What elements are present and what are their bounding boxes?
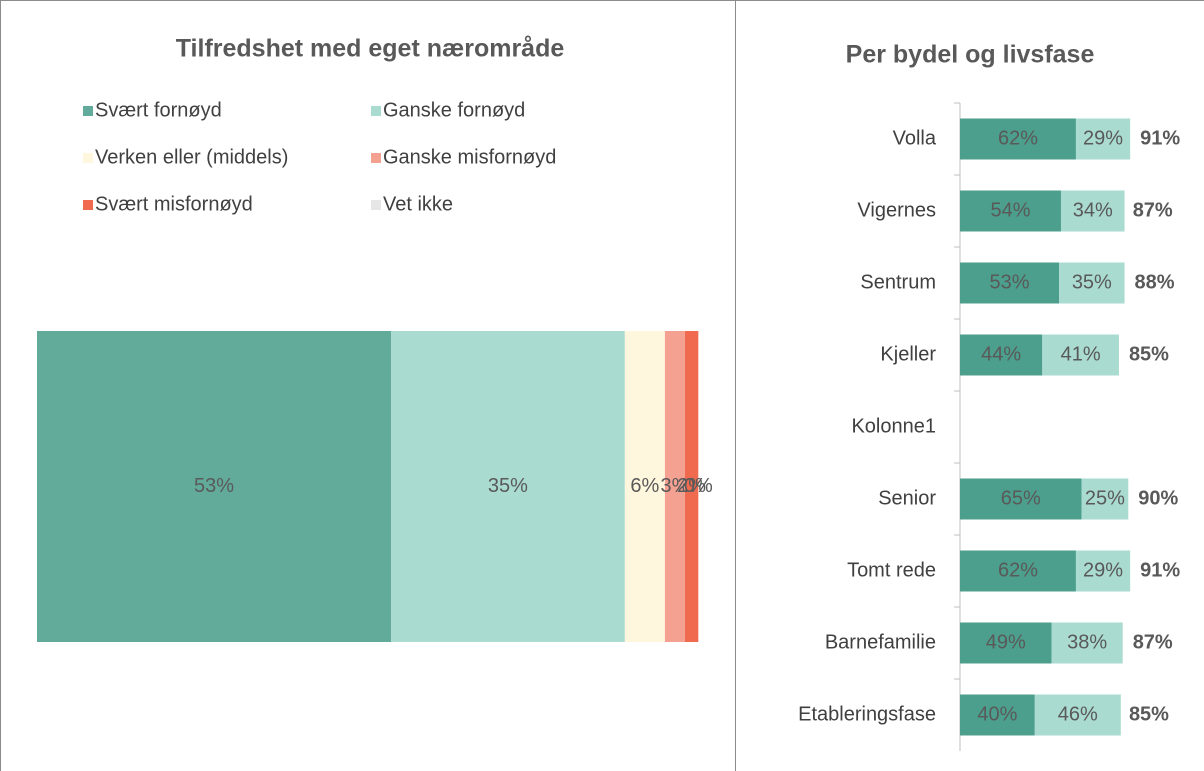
legend-swatch — [83, 153, 93, 163]
bar-segment — [1075, 118, 1131, 160]
chart-title: Per bydel og livsfase — [846, 41, 1095, 69]
bar-segment — [37, 331, 392, 642]
bar-segment — [960, 550, 1076, 592]
legend-swatch — [371, 153, 381, 163]
bar-segment — [960, 622, 1052, 664]
category-label: Kjeller — [880, 343, 936, 365]
data-label: 6% — [630, 475, 659, 497]
data-label: 34% — [1073, 199, 1113, 221]
total-label: 87% — [1133, 199, 1173, 221]
bar-segment — [664, 331, 685, 642]
panel-right — [735, 0, 1204, 771]
data-label: 29% — [1083, 127, 1123, 149]
legend-swatch — [83, 200, 93, 210]
bar-segment — [1060, 190, 1125, 232]
bar-segment — [684, 331, 699, 642]
bar-segment — [960, 334, 1043, 376]
category-label: Barnefamilie — [825, 631, 936, 653]
data-label: 41% — [1061, 343, 1101, 365]
data-label: 2% — [677, 475, 706, 497]
total-label: 91% — [1140, 127, 1180, 149]
legend-label: Vet ikke — [383, 193, 453, 215]
bar-segment — [960, 694, 1035, 736]
total-label: 88% — [1135, 271, 1175, 293]
total-label: 91% — [1140, 559, 1180, 581]
total-label: 87% — [1133, 631, 1173, 653]
category-label: Etableringsfase — [798, 703, 936, 725]
bar-segment — [1034, 694, 1121, 736]
data-label: 49% — [986, 631, 1026, 653]
category-label: Volla — [893, 127, 937, 149]
category-label: Kolonne1 — [851, 415, 936, 437]
legend-label: Ganske misfornøyd — [383, 146, 556, 168]
bar-segment — [960, 262, 1060, 304]
total-label: 85% — [1129, 703, 1169, 725]
data-label: 29% — [1083, 559, 1123, 581]
data-label: 44% — [981, 343, 1021, 365]
data-label: 53% — [194, 475, 234, 497]
bar-segment — [960, 190, 1061, 232]
bar-segment — [1051, 622, 1123, 664]
total-label: 85% — [1129, 343, 1169, 365]
legend-label: Verken eller (middels) — [95, 146, 288, 168]
data-label: 53% — [990, 271, 1030, 293]
legend-label: Svært misfornøyd — [95, 193, 253, 215]
data-label: 25% — [1085, 487, 1125, 509]
data-label: 3% — [660, 475, 689, 497]
category-label: Senior — [878, 487, 936, 509]
legend-swatch — [83, 106, 93, 116]
legend-label: Svært fornøyd — [95, 99, 222, 121]
data-label: 38% — [1067, 631, 1107, 653]
data-label: 54% — [990, 199, 1030, 221]
bar-segment — [960, 478, 1082, 520]
total-label: 90% — [1138, 487, 1178, 509]
legend-swatch — [371, 106, 381, 116]
bar-segment — [391, 331, 625, 642]
bar-segment — [1075, 550, 1131, 592]
bar-segment — [960, 118, 1076, 160]
data-label: 35% — [488, 475, 528, 497]
data-label: 40% — [977, 703, 1017, 725]
category-label: Tomt rede — [847, 559, 936, 581]
legend-label: Ganske fornøyd — [383, 99, 525, 121]
category-label: Vigernes — [857, 199, 936, 221]
bar-segment — [1081, 478, 1129, 520]
data-label: 62% — [998, 559, 1038, 581]
category-label: Sentrum — [860, 271, 936, 293]
chart-title: Tilfredshet med eget nærområde — [176, 35, 565, 63]
bar-segment — [1059, 262, 1125, 304]
bar-segment — [624, 331, 665, 642]
data-label: 0% — [684, 475, 713, 497]
data-label: 65% — [1001, 487, 1041, 509]
bar-segment — [1042, 334, 1119, 376]
data-label: 35% — [1072, 271, 1112, 293]
data-label: 46% — [1058, 703, 1098, 725]
legend-swatch — [371, 200, 381, 210]
data-label: 62% — [998, 127, 1038, 149]
